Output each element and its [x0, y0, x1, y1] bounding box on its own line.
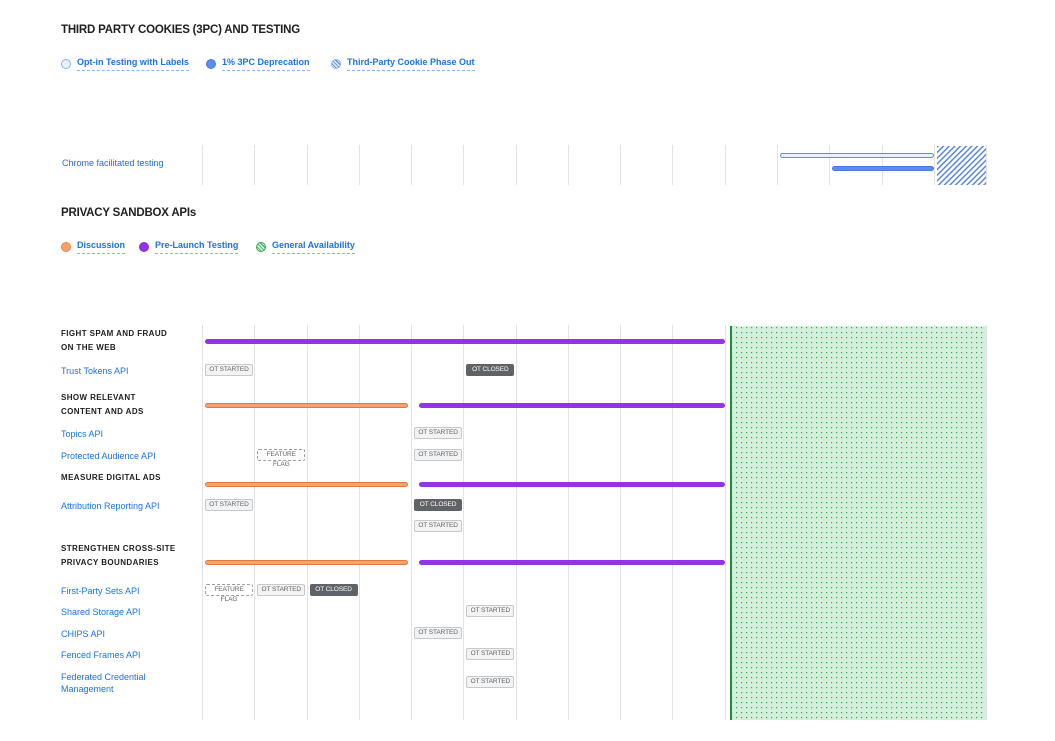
- grid-line: [463, 145, 464, 185]
- status-badge-ots: OT STARTED: [414, 449, 463, 461]
- grid-line: [620, 145, 621, 185]
- api-link[interactable]: Trust Tokens API: [61, 366, 129, 376]
- legend-label[interactable]: Pre-Launch Testing: [155, 240, 239, 254]
- group-heading: STRENGTHEN CROSS-SITE: [61, 544, 176, 553]
- grid-line: [882, 145, 883, 185]
- section-title-privacy-sandbox: PRIVACY SANDBOX APIs: [61, 207, 197, 219]
- phase-out-bar: [936, 146, 987, 185]
- status-badge-otc: OT CLOSED: [414, 499, 463, 511]
- group-heading: MEASURE DIGITAL ADS: [61, 473, 161, 482]
- grid-line: [829, 145, 830, 185]
- group-heading: FIGHT SPAM AND FRAUD: [61, 329, 168, 338]
- general-availability-region: [729, 326, 986, 720]
- grid-line: [307, 145, 308, 185]
- legend-label[interactable]: General Availability: [272, 240, 355, 254]
- status-badge-ots: OT STARTED: [414, 520, 463, 532]
- grid-line: [934, 145, 935, 185]
- legend-label[interactable]: Discussion: [77, 240, 126, 254]
- status-badge-ots: OT STARTED: [205, 364, 253, 376]
- status-badge-otc: OT CLOSED: [309, 584, 358, 596]
- grid-line: [463, 325, 464, 720]
- legend-item-discussion[interactable]: Discussion: [61, 240, 126, 254]
- api-link[interactable]: Topics API: [61, 429, 104, 439]
- legend-label[interactable]: Third-Party Cookie Phase Out: [347, 57, 475, 71]
- section-title-3pc: THIRD PARTY COOKIES (3PC) AND TESTING: [61, 24, 301, 36]
- legend-swatch-icon: [331, 59, 341, 69]
- legend-item-ga[interactable]: General Availability: [256, 240, 355, 254]
- grid-line: [359, 145, 360, 185]
- status-badge-otc: OT CLOSED: [466, 364, 515, 376]
- group-heading: PRIVACY BOUNDARIES: [61, 558, 160, 567]
- api-link[interactable]: CHIPS API: [61, 629, 106, 639]
- grid-line: [202, 145, 203, 185]
- legend-label[interactable]: Opt-in Testing with Labels: [77, 57, 189, 71]
- status-badge-ots: OT STARTED: [414, 427, 463, 439]
- grid-line: [672, 325, 673, 720]
- opt_in-bar: [779, 153, 934, 158]
- grid-line: [986, 325, 987, 720]
- status-badge-ff: FEATURE FLAG: [205, 584, 253, 603]
- grid-line: [359, 325, 360, 720]
- pre_launch-bar: [419, 403, 725, 408]
- group-heading: SHOW RELEVANT: [61, 393, 136, 402]
- pre_launch-bar: [419, 482, 725, 487]
- api-link[interactable]: Shared Storage API: [61, 607, 141, 617]
- api-link[interactable]: Protected Audience API: [61, 451, 156, 461]
- grid-line: [307, 325, 308, 720]
- legend-swatch-icon: [139, 242, 149, 252]
- legend-swatch-icon: [61, 242, 71, 252]
- legend-swatch-icon: [61, 59, 71, 69]
- legend-item-phase_out[interactable]: Third-Party Cookie Phase Out: [331, 57, 475, 71]
- legend-swatch-icon: [256, 242, 266, 252]
- discussion-bar: [205, 482, 409, 487]
- api-link[interactable]: Management: [61, 684, 114, 694]
- legend-item-deprecation[interactable]: 1% 3PC Deprecation: [206, 57, 310, 71]
- grid-line: [516, 145, 517, 185]
- api-link[interactable]: Federated Credential: [61, 672, 146, 682]
- grid-line: [568, 325, 569, 720]
- legend-item-opt_in[interactable]: Opt-in Testing with Labels: [61, 57, 189, 71]
- status-badge-ots: OT STARTED: [466, 605, 515, 617]
- deprecation-bar: [832, 166, 934, 171]
- grid-line: [620, 325, 621, 720]
- grid-line: [725, 325, 726, 720]
- row-label[interactable]: Chrome facilitated testing: [62, 158, 164, 168]
- group-heading: ON THE WEB: [61, 343, 117, 352]
- grid-line: [254, 145, 255, 185]
- status-badge-ff: FEATURE FLAG: [257, 449, 306, 468]
- pre_launch-bar: [419, 560, 725, 565]
- grid-line: [202, 325, 203, 720]
- api-link[interactable]: Attribution Reporting API: [61, 501, 160, 511]
- status-badge-ots: OT STARTED: [414, 627, 463, 639]
- group-heading: CONTENT AND ADS: [61, 407, 144, 416]
- status-badge-ots: OT STARTED: [466, 648, 515, 660]
- grid-line: [516, 325, 517, 720]
- legend-swatch-icon: [206, 59, 216, 69]
- discussion-bar: [205, 560, 409, 565]
- grid-line: [986, 145, 987, 185]
- status-badge-ots: OT STARTED: [466, 676, 515, 688]
- status-badge-ots: OT STARTED: [257, 584, 306, 596]
- grid-line: [254, 325, 255, 720]
- grid-line: [672, 145, 673, 185]
- status-badge-ots: OT STARTED: [205, 499, 253, 511]
- grid-line: [725, 145, 726, 185]
- grid-line: [568, 145, 569, 185]
- api-link[interactable]: Fenced Frames API: [61, 650, 141, 660]
- legend-label[interactable]: 1% 3PC Deprecation: [222, 57, 310, 71]
- discussion-bar: [205, 403, 409, 408]
- legend-item-pre_launch[interactable]: Pre-Launch Testing: [139, 240, 239, 254]
- api-link[interactable]: First-Party Sets API: [61, 586, 140, 596]
- grid-line: [411, 325, 412, 720]
- pre_launch-bar: [205, 339, 725, 344]
- grid-line: [411, 145, 412, 185]
- grid-line: [777, 145, 778, 185]
